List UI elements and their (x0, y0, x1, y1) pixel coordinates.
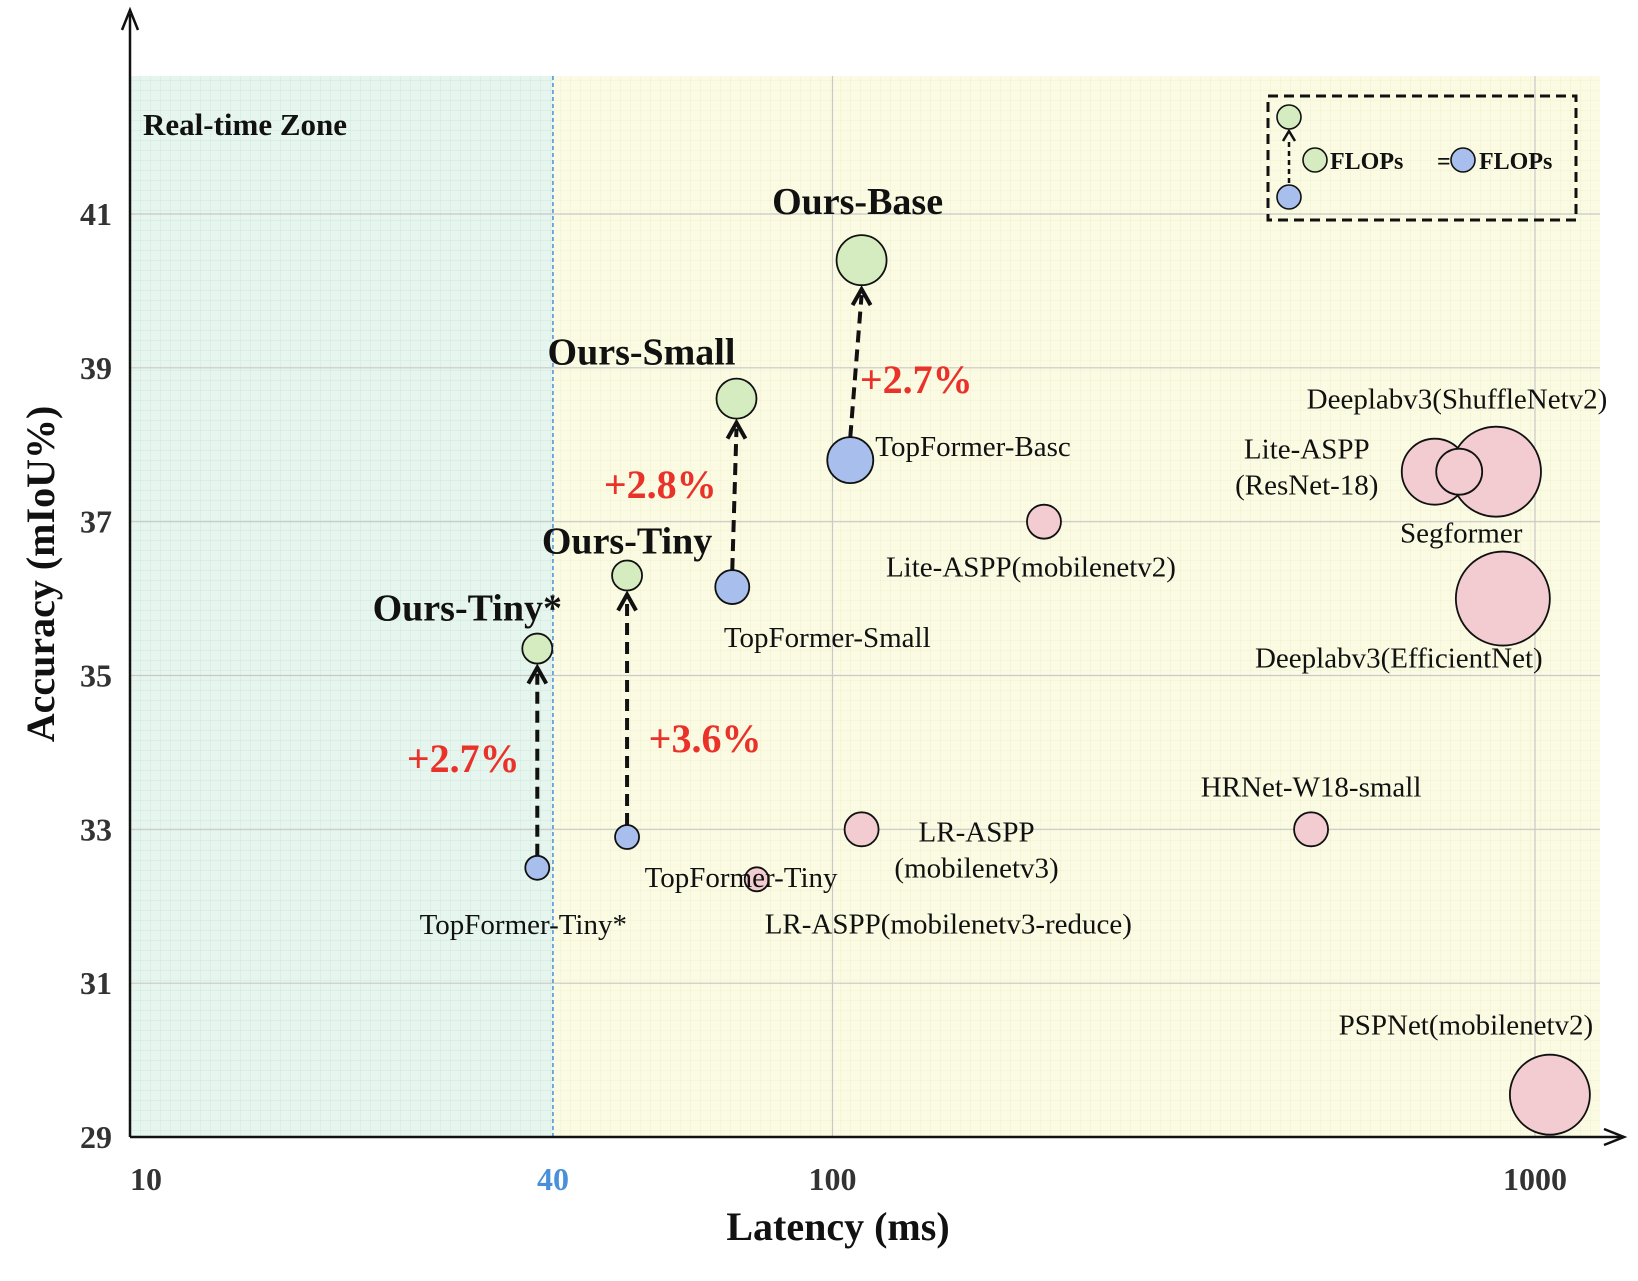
improvement-arrowhead (526, 663, 549, 685)
point-topformer-tiny (524, 854, 551, 881)
y-tick-label: 29 (80, 1119, 112, 1155)
legend-ours-marker (1276, 104, 1302, 130)
legend-flops-topformer-marker (1450, 147, 1476, 173)
point-segformer (1435, 447, 1484, 496)
point-topformer-small (714, 569, 751, 605)
x-tick-label: 40 (537, 1161, 569, 1197)
legend-topformer-marker (1276, 184, 1302, 210)
gain-label: +2.7% (407, 736, 520, 781)
x-axis-title: Latency (ms) (726, 1204, 949, 1249)
plot-area-background (552, 76, 1600, 1137)
improvement-arrowhead (616, 590, 638, 612)
point-ours-tiny (611, 559, 643, 592)
legend-equals-sign: = (1437, 149, 1451, 175)
y-tick-label: 35 (80, 658, 112, 694)
label-ours-base: Ours-Base (772, 181, 943, 223)
label-topformer-small: TopFormer-Small (724, 622, 931, 654)
legend-flops-ours-marker (1302, 147, 1328, 173)
improvement-arrow (730, 428, 739, 571)
x-tick-label: 1000 (1503, 1161, 1567, 1197)
point-lite-aspp-mobilenetv2 (1026, 503, 1062, 540)
label-ours-tiny: Ours-Tiny (542, 521, 712, 563)
point-ours-tiny (521, 632, 554, 665)
point-topformer-basc (826, 436, 875, 485)
point-ours-small (715, 377, 758, 420)
y-tick-label: 33 (80, 811, 112, 847)
label-topformer-tiny: TopFormer-Tiny* (420, 909, 627, 941)
point-hrnet-w18-small (1293, 811, 1329, 848)
y-axis-arrowhead (120, 6, 140, 31)
y-tick-label: 41 (80, 196, 112, 232)
y-tick-label: 39 (80, 350, 112, 386)
label-lr-aspp-mobilenetv3: LR-ASPP (mobilenetv3) (894, 816, 1058, 884)
label-ours-tiny: Ours-Tiny* (373, 588, 562, 630)
label-topformer-tiny: TopFormer-Tiny (645, 862, 838, 894)
improvement-arrow (848, 294, 864, 438)
label-segformer: Segformer (1400, 518, 1523, 550)
point-lr-aspp-mobilenetv3-reduce (743, 866, 770, 893)
gain-label: +3.6% (649, 716, 762, 761)
label-lite-aspp-mobilenetv2: Lite-ASPP(mobilenetv2) (886, 552, 1176, 584)
x-tick-label: 100 (809, 1161, 857, 1197)
label-lite-aspp-resnet-18: Lite-ASPP (ResNet-18) (1235, 434, 1378, 502)
legend-flops-left-label: FLOPs (1330, 149, 1403, 175)
label-lr-aspp-mobilenetv3-reduce: LR-ASPP(mobilenetv3-reduce) (765, 908, 1132, 940)
point-deeplabv3-efficientnet (1454, 550, 1551, 647)
label-topformer-basc: TopFormer-Basc (875, 431, 1071, 463)
gain-label: +2.8% (604, 462, 717, 507)
x-tick-label: 10 (130, 1161, 162, 1197)
legend-arrowhead (1281, 128, 1297, 142)
point-topformer-tiny (614, 824, 640, 850)
real-time-zone-label: Real-time Zone (143, 107, 347, 142)
point-ours-base (835, 234, 888, 287)
y-tick-label: 31 (80, 965, 112, 1001)
improvement-arrowhead (850, 285, 873, 307)
y-axis-title: Accuracy (mIoU%) (18, 406, 63, 743)
y-tick-label: 37 (80, 504, 112, 540)
improvement-arrowhead (725, 418, 748, 440)
point-pspnet-mobilenetv2 (1508, 1053, 1591, 1136)
gain-label: +2.7% (860, 357, 973, 402)
legend-box (1266, 94, 1578, 222)
point-lr-aspp-mobilenetv3 (843, 811, 880, 848)
x-axis-arrowhead (1603, 1127, 1628, 1147)
legend-flops-right-label: FLOPs (1479, 149, 1552, 175)
label-pspnet-mobilenetv2: PSPNet(mobilenetv2) (1339, 1010, 1594, 1042)
label-deeplabv3-efficientnet: Deeplabv3(EfficientNet) (1255, 643, 1543, 675)
label-hrnet-w18-small: HRNet-W18-small (1201, 771, 1422, 803)
real-time-zone-area (130, 76, 553, 1137)
label-deeplabv3-shufflenetv2: Deeplabv3(ShuffleNetv2) (1307, 384, 1608, 416)
label-ours-small: Ours-Small (548, 332, 736, 374)
